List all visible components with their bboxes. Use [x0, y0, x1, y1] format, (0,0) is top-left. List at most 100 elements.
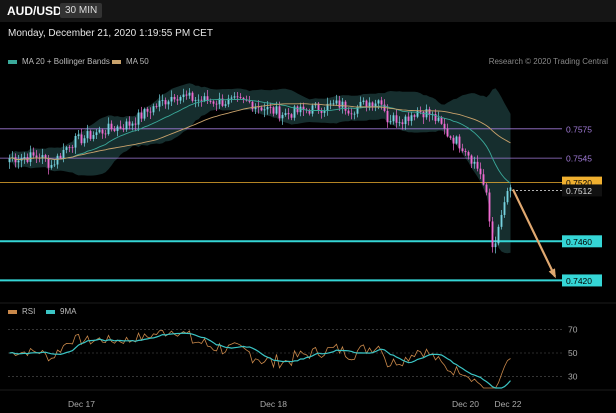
candle-body: [86, 131, 89, 139]
candle: [365, 99, 368, 112]
candle-body: [191, 92, 194, 101]
symbol-title: AUD/USD: [7, 4, 62, 18]
candle: [167, 99, 170, 110]
candle: [338, 95, 341, 112]
candle-body: [8, 158, 11, 163]
candle-body: [398, 122, 401, 124]
candle-body: [65, 147, 68, 150]
candle-body: [179, 96, 182, 101]
candle-body: [239, 96, 242, 98]
candle: [77, 129, 80, 140]
candle: [101, 128, 104, 139]
candle: [497, 224, 500, 246]
candle: [125, 118, 128, 132]
rsi-tick-70: 70: [568, 325, 578, 335]
candle-body: [407, 116, 410, 121]
candle: [194, 96, 197, 108]
candle: [509, 184, 512, 198]
candle: [335, 94, 338, 106]
candle: [410, 112, 413, 126]
candle: [272, 106, 275, 117]
candle: [467, 150, 470, 160]
candle-body: [509, 187, 512, 192]
candle-body: [35, 155, 38, 158]
level-tag-0.7575: [562, 122, 602, 135]
candle-body: [485, 184, 488, 193]
candle-body: [293, 106, 296, 118]
candle-body: [317, 103, 320, 111]
candle-body: [284, 113, 287, 115]
x-axis: Dec 17 Dec 18 Dec 20 Dec 22: [68, 399, 522, 409]
candle-body: [32, 152, 35, 156]
candle-body: [470, 155, 473, 164]
rsi-line: [9, 329, 511, 389]
candle-body: [278, 106, 281, 119]
candle: [359, 96, 362, 108]
candle: [152, 103, 155, 116]
timeframe-badge[interactable]: 30 MIN: [60, 3, 103, 18]
candle-body: [200, 99, 203, 101]
candle-body: [56, 155, 59, 165]
candle-body: [29, 152, 32, 162]
candle: [113, 125, 116, 133]
level-tag-0.7545: [562, 152, 602, 165]
candle-body: [335, 100, 338, 104]
level-value-0.7545: 0.7545: [566, 154, 592, 164]
candle: [290, 113, 293, 121]
candle-body: [71, 147, 74, 149]
candle-body: [479, 168, 482, 175]
candle-body: [182, 94, 185, 97]
candle-body: [14, 157, 17, 163]
rsi-ma-legend-label: 9MA: [60, 307, 77, 316]
candle-body: [104, 133, 107, 135]
candle-body: [320, 110, 323, 113]
candle: [164, 97, 167, 109]
candle-body: [446, 128, 449, 137]
candle: [224, 100, 227, 108]
candle: [311, 103, 314, 117]
candle: [452, 135, 455, 151]
candle-body: [362, 100, 365, 102]
candle: [221, 94, 224, 108]
candle: [443, 118, 446, 135]
candle-body: [266, 107, 269, 110]
candle-body: [122, 128, 125, 130]
candle: [353, 111, 356, 120]
candles: [8, 88, 512, 254]
candle: [323, 107, 326, 117]
candle: [485, 182, 488, 196]
candle: [239, 93, 242, 100]
candle-body: [464, 150, 467, 153]
candle-body: [47, 158, 50, 168]
level-tag-0.7420: [562, 274, 602, 287]
candle-body: [68, 147, 71, 149]
candle-body: [476, 161, 479, 169]
candle-body: [338, 100, 341, 108]
research-credit: Research © 2020 Trading Central: [488, 57, 608, 66]
candle: [131, 121, 134, 131]
candle: [143, 107, 146, 121]
candle-body: [212, 101, 215, 104]
candle: [296, 105, 299, 115]
candle-body: [440, 117, 443, 124]
candle: [185, 90, 188, 100]
candle-body: [389, 121, 392, 123]
candle-body: [92, 135, 95, 139]
candle-body: [410, 115, 413, 121]
candle-body: [326, 103, 329, 111]
x-tick-label: Dec 18: [260, 399, 287, 409]
candle: [236, 91, 239, 102]
candle: [83, 135, 86, 147]
candle: [8, 154, 11, 169]
candle-body: [137, 112, 140, 125]
x-tick-label: Dec 17: [68, 399, 95, 409]
candle: [17, 154, 20, 169]
candle-body: [455, 136, 458, 144]
ma50-legend-label: MA 50: [126, 57, 149, 66]
candle: [137, 109, 140, 132]
candle: [23, 152, 26, 164]
candle: [404, 114, 407, 130]
candle-body: [413, 115, 416, 117]
candle-body: [482, 174, 485, 185]
